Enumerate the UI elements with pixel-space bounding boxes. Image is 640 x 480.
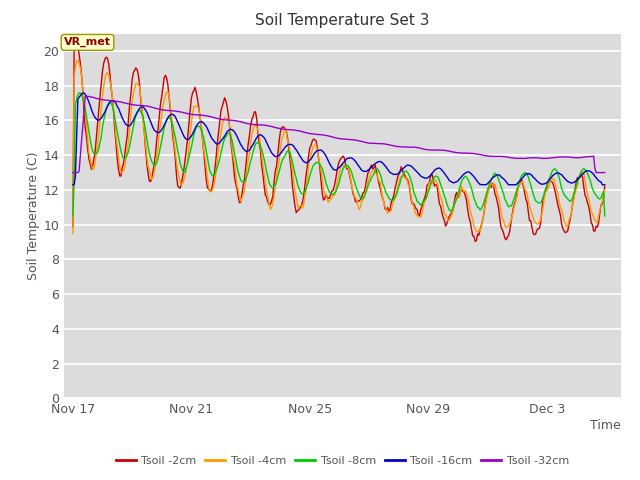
Tsoil -16cm <box>439 168 447 174</box>
Tsoil -8cm <box>69 213 77 219</box>
Tsoil -32cm <box>69 170 77 176</box>
Tsoil -8cm <box>379 180 387 186</box>
Tsoil -2cm <box>111 127 118 133</box>
Tsoil -8cm <box>111 115 118 121</box>
Tsoil -16cm <box>601 182 609 188</box>
Tsoil -32cm <box>480 153 488 158</box>
Y-axis label: Soil Temperature (C): Soil Temperature (C) <box>28 152 40 280</box>
Line: Tsoil -2cm: Tsoil -2cm <box>73 42 605 241</box>
Tsoil -8cm <box>557 185 565 191</box>
Tsoil -32cm <box>491 154 499 159</box>
Tsoil -4cm <box>69 230 77 236</box>
Line: Tsoil -4cm: Tsoil -4cm <box>73 60 605 233</box>
Tsoil -32cm <box>601 170 609 176</box>
Tsoil -4cm <box>480 211 488 217</box>
Text: VR_met: VR_met <box>64 37 111 48</box>
Tsoil -32cm <box>439 147 447 153</box>
Line: Tsoil -16cm: Tsoil -16cm <box>73 93 605 185</box>
Tsoil -2cm <box>69 224 77 229</box>
Tsoil -16cm <box>557 172 565 178</box>
Tsoil -8cm <box>480 200 488 205</box>
Tsoil -8cm <box>76 90 83 96</box>
Tsoil -4cm <box>111 119 118 125</box>
Tsoil -2cm <box>72 39 79 45</box>
Tsoil -32cm <box>379 141 387 146</box>
Tsoil -32cm <box>81 93 89 99</box>
Tsoil -8cm <box>439 189 447 195</box>
Tsoil -32cm <box>111 98 118 104</box>
Tsoil -32cm <box>557 154 565 160</box>
Tsoil -2cm <box>481 203 489 208</box>
Tsoil -4cm <box>491 181 499 187</box>
Line: Tsoil -8cm: Tsoil -8cm <box>73 93 605 216</box>
Tsoil -2cm <box>471 239 479 244</box>
Legend: Tsoil -2cm, Tsoil -4cm, Tsoil -8cm, Tsoil -16cm, Tsoil -32cm: Tsoil -2cm, Tsoil -4cm, Tsoil -8cm, Tsoi… <box>111 451 573 470</box>
Tsoil -4cm <box>74 57 82 63</box>
Tsoil -2cm <box>379 195 387 201</box>
X-axis label: Time: Time <box>590 419 621 432</box>
Tsoil -4cm <box>439 204 447 210</box>
Line: Tsoil -32cm: Tsoil -32cm <box>73 96 605 173</box>
Tsoil -2cm <box>439 215 447 220</box>
Tsoil -8cm <box>601 213 609 219</box>
Tsoil -16cm <box>480 182 488 188</box>
Tsoil -2cm <box>559 225 566 231</box>
Tsoil -8cm <box>491 170 499 176</box>
Tsoil -2cm <box>492 194 500 200</box>
Tsoil -16cm <box>69 182 77 188</box>
Tsoil -2cm <box>601 183 609 189</box>
Tsoil -16cm <box>80 90 88 96</box>
Tsoil -16cm <box>491 173 499 179</box>
Tsoil -4cm <box>379 195 387 201</box>
Tsoil -4cm <box>557 206 565 212</box>
Tsoil -16cm <box>379 160 387 166</box>
Tsoil -16cm <box>111 99 118 105</box>
Tsoil -4cm <box>601 187 609 193</box>
Title: Soil Temperature Set 3: Soil Temperature Set 3 <box>255 13 429 28</box>
